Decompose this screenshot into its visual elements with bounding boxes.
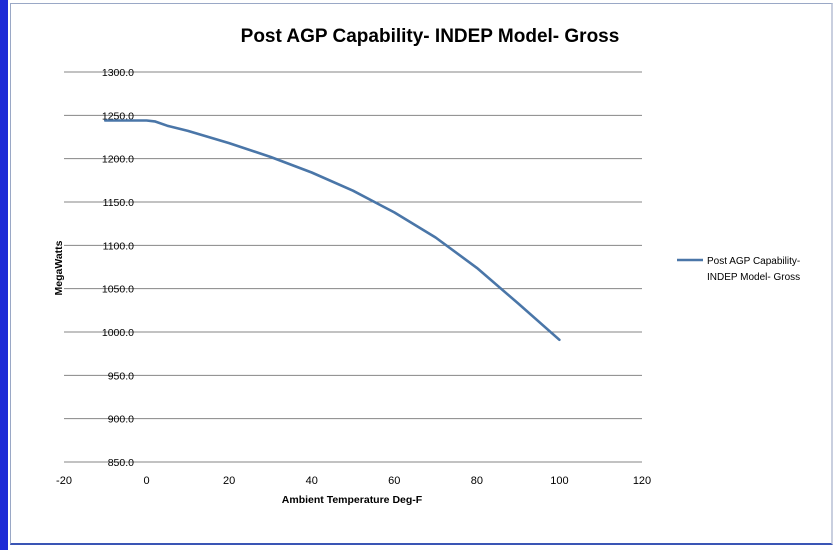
y-tick-label: 950.0 [108,370,134,382]
y-tick-label: 1150.0 [103,197,134,209]
y-tick-label: 1200.0 [102,154,134,166]
x-tick-label: 100 [550,475,568,487]
x-tick-label: 20 [223,475,235,487]
chart-title: Post AGP Capability- INDEP Model- Gross [241,26,620,47]
series-line [104,119,561,342]
y-tick-label: 1100.0 [103,240,134,252]
x-tick-label: 0 [144,475,150,487]
gridlines [64,71,642,463]
legend-entry-label: INDEP Model- Gross [707,272,800,283]
x-tick-label: 120 [633,475,651,487]
y-axis-ticks: 850.0 900.0 950.0 1000.0 1050.0 1100.0 1150.0 1… [102,67,134,469]
x-tick-label: 60 [388,475,400,487]
chart-area-border [10,3,833,545]
y-tick-label: 1050.0 [102,284,134,296]
x-tick-label: 40 [306,475,318,487]
y-tick-label: 1000.0 [102,327,134,339]
x-axis-ticks: -20 0 20 40 60 80 100 120 [56,475,651,487]
legend-entry-label: Post AGP Capability- [707,256,800,267]
x-tick-label: -20 [56,475,72,487]
series-layer [104,119,561,342]
y-tick-label: 1300.0 [102,67,134,79]
window-left-edge [0,0,8,550]
y-axis-label: MegaWatts [53,240,65,295]
y-tick-label: 850.0 [108,457,134,469]
y-tick-label: 900.0 [108,414,134,426]
legend: Post AGP Capability- INDEP Model- Gross [677,256,800,283]
x-axis-label: Ambient Temperature Deg-F [282,494,423,506]
x-tick-label: 80 [471,475,483,487]
